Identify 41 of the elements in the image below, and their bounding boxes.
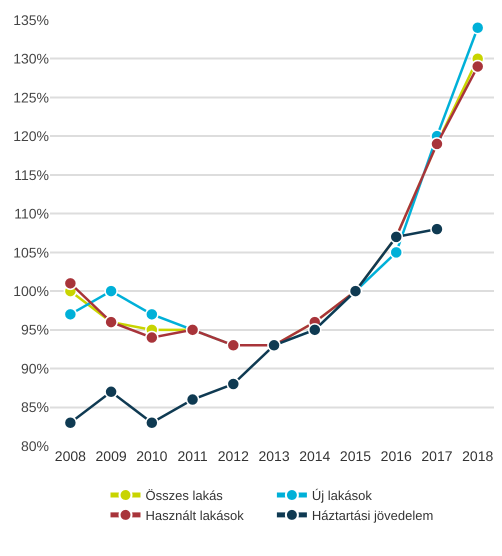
point (389, 246, 403, 260)
x-tick-label: 2015 (340, 448, 372, 464)
y-tick-label: 110% (14, 206, 49, 222)
point (64, 276, 78, 290)
point (145, 308, 159, 322)
x-tick-label: 2014 (299, 448, 331, 464)
x-tick-label: 2008 (54, 448, 86, 464)
y-tick-label: 85% (20, 399, 49, 416)
y-tick-label: 125% (13, 89, 49, 106)
y-tick-label: 80% (20, 438, 49, 454)
x-tick-label: 2018 (462, 448, 494, 464)
y-tick-label: 135% (13, 12, 49, 28)
y-tick-label: 130% (13, 50, 49, 67)
point (145, 330, 159, 344)
y-tick-label: 105% (13, 244, 49, 260)
point (64, 308, 78, 322)
y-tick-label: 115% (14, 166, 49, 183)
point (470, 21, 484, 34)
legend-label: Új lakások (312, 488, 372, 504)
point (64, 416, 78, 430)
point (145, 416, 159, 430)
x-tick-label: 2016 (380, 448, 412, 464)
point (186, 392, 200, 406)
point (470, 60, 484, 74)
point (430, 222, 444, 236)
x-tick-label: 2012 (218, 448, 250, 464)
x-tick-label: 2011 (178, 448, 208, 464)
point (226, 377, 240, 391)
point (104, 385, 118, 399)
y-tick-label: 90% (20, 360, 49, 376)
legend-label: Összes lakás (146, 488, 224, 504)
x-tick-label: 2010 (136, 448, 168, 464)
legend-label: Használt lakások (146, 508, 244, 523)
y-tick-label: 95% (20, 322, 49, 338)
x-tick-label: 2013 (258, 448, 290, 464)
legend-label: Háztartási jövedelem (312, 508, 434, 523)
point (104, 284, 118, 298)
y-tick-label: 100% (13, 282, 49, 299)
x-tick-label: 2017 (421, 448, 453, 464)
y-tick-label: 120% (13, 128, 49, 144)
x-tick-label: 2009 (96, 448, 127, 464)
